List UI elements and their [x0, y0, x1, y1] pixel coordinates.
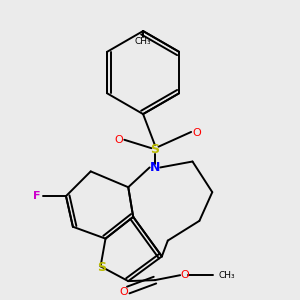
Text: O: O — [192, 128, 201, 138]
Text: CH₃: CH₃ — [219, 271, 235, 280]
Text: O: O — [180, 270, 189, 280]
Text: O: O — [114, 135, 123, 145]
Text: S: S — [98, 261, 106, 274]
Text: S: S — [150, 143, 159, 156]
Text: CH₃: CH₃ — [135, 37, 152, 46]
Text: N: N — [150, 161, 160, 174]
Text: F: F — [33, 191, 40, 201]
Text: O: O — [119, 287, 128, 297]
